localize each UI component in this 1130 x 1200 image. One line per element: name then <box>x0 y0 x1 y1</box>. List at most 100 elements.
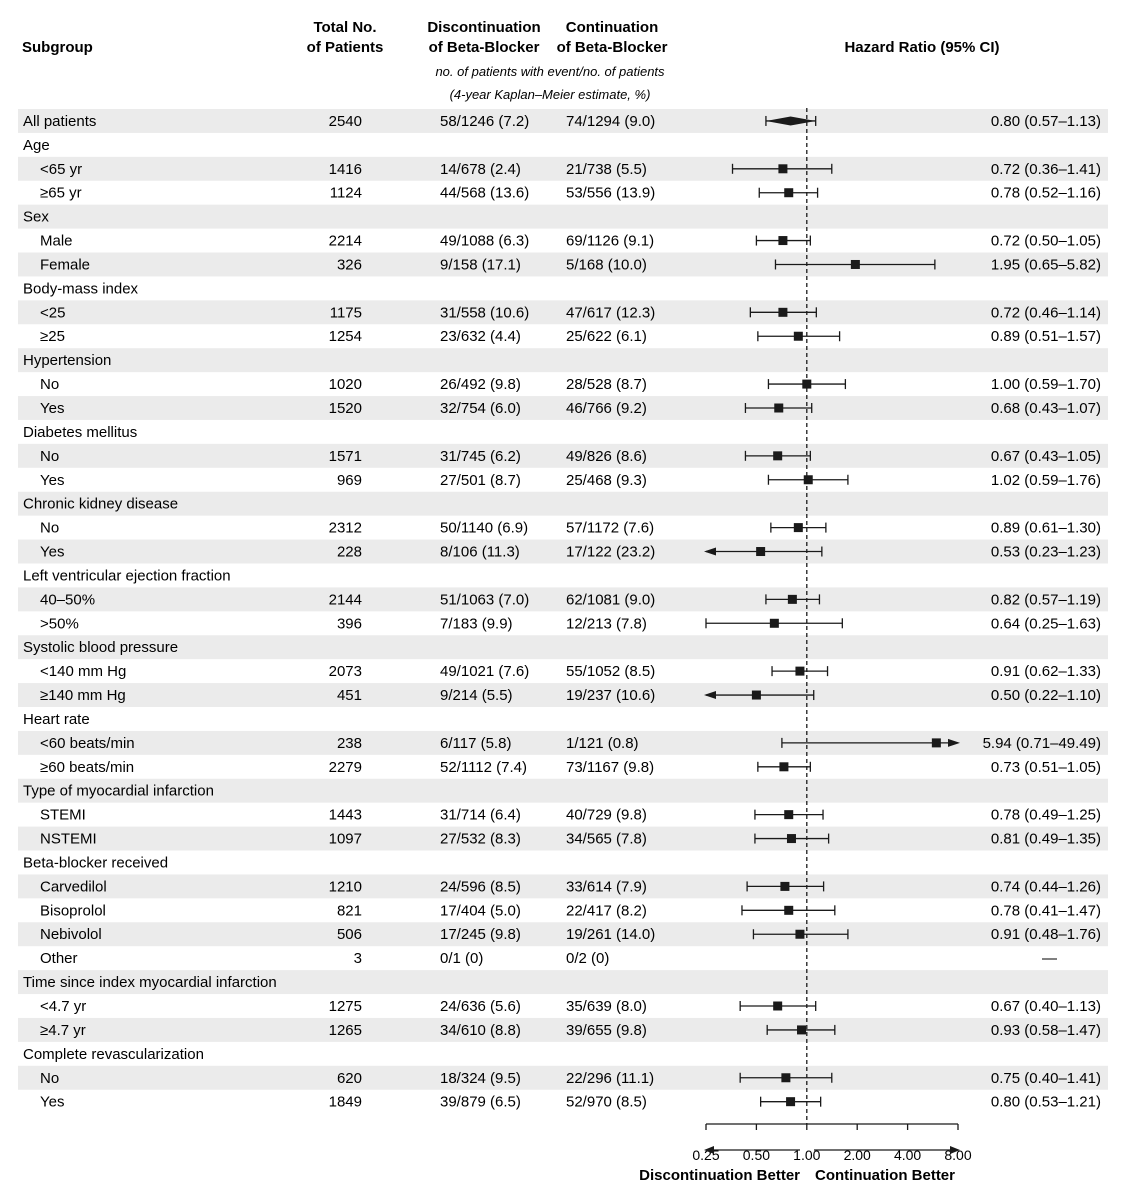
cont-events: 62/1081 (9.0) <box>566 591 655 608</box>
group-label: Beta-blocker received <box>23 854 168 871</box>
row-stripe <box>18 252 1108 277</box>
row-stripe <box>18 443 1108 468</box>
hr-value: 0.68 (0.43–1.07) <box>991 400 1101 417</box>
total-patients: 3 <box>354 950 362 967</box>
subgroup-label: ≥140 mm Hg <box>40 687 126 704</box>
disc-events: 50/1140 (6.9) <box>440 520 528 537</box>
cont-events: 47/617 (12.3) <box>566 304 655 321</box>
cont-events: 39/655 (9.8) <box>566 1022 647 1039</box>
subgroup-label: 40–50% <box>40 591 95 608</box>
total-patients: 1254 <box>329 328 362 345</box>
hr-value: 0.72 (0.36–1.41) <box>991 161 1101 178</box>
group-label: Hypertension <box>23 352 111 369</box>
disc-events: 26/492 (9.8) <box>440 376 521 393</box>
point-estimate <box>850 259 860 269</box>
total-patients: 1443 <box>329 807 362 824</box>
row-stripes <box>18 109 1108 1090</box>
total-patients: 1175 <box>330 304 362 321</box>
row-stripe <box>18 300 1108 325</box>
group-label: Complete revascularization <box>23 1046 204 1063</box>
right-arrow-head <box>950 1146 960 1154</box>
disc-events: 34/610 (8.8) <box>440 1022 521 1039</box>
point-estimate <box>778 164 788 174</box>
point-estimate <box>803 475 813 485</box>
hr-value: 0.81 (0.49–1.35) <box>991 831 1101 848</box>
subgroup-label: Male <box>40 233 73 250</box>
total-patients: 506 <box>337 926 362 943</box>
total-header-line2: of Patients <box>307 39 384 56</box>
point-estimate <box>802 379 812 389</box>
row-stripe <box>18 683 1108 707</box>
x-axis: 0.25 0.50 1.00 2.00 4.00 8.00Discontinuation … <box>639 1123 972 1184</box>
subgroup-label: STEMI <box>40 807 86 824</box>
hr-value: 0.80 (0.53–1.21) <box>991 1094 1101 1111</box>
point-estimate <box>756 547 766 557</box>
subgroup-labels: All patients 2540 58/1246 (7.2) 74/1294 (9.… <box>23 113 1101 1111</box>
disc-events: 7/183 (9.9) <box>440 615 513 632</box>
row-stripe <box>18 1017 1108 1042</box>
tick-label: 2.00 <box>844 1147 871 1163</box>
cont-events: 53/556 (13.9) <box>566 185 655 202</box>
hr-value: 0.72 (0.50–1.05) <box>991 233 1101 250</box>
hr-value: 5.94 (0.71–49.49) <box>983 735 1101 752</box>
hr-value: 1.02 (0.59–1.76) <box>991 472 1101 489</box>
ci-arrow-right <box>948 738 960 747</box>
subgroup-label: ≥25 <box>40 328 65 345</box>
cont-events: 46/766 (9.2) <box>566 400 647 417</box>
row-stripe <box>18 109 1108 133</box>
subgroup-label: <25 <box>40 304 65 321</box>
ci-arrow-left <box>704 547 716 556</box>
disc-events: 18/324 (9.5) <box>440 1070 521 1087</box>
total-patients: 821 <box>337 902 362 919</box>
hr-value: 0.91 (0.48–1.76) <box>991 926 1101 943</box>
subgroup-label: <4.7 yr <box>40 998 86 1015</box>
total-patients: 1097 <box>329 831 362 848</box>
cont-events: 19/237 (10.6) <box>566 687 655 704</box>
total-patients: 1124 <box>330 185 362 202</box>
hr-value: 0.67 (0.43–1.05) <box>991 448 1101 465</box>
row-stripe <box>18 204 1108 229</box>
disc-events: 27/532 (8.3) <box>440 831 521 848</box>
group-label: Diabetes mellitus <box>23 424 137 441</box>
hr-value: 0.53 (0.23–1.23) <box>991 544 1101 561</box>
tick-label: 1.00 <box>793 1147 820 1163</box>
disc-events: 52/1112 (7.4) <box>440 759 527 776</box>
hr-value: 0.78 (0.49–1.25) <box>991 807 1101 824</box>
event-note-line2: (4-year Kaplan–Meier estimate, %) <box>450 87 651 102</box>
subgroup-header: Subgroup <box>22 39 93 56</box>
row-stripe <box>18 491 1108 516</box>
point-estimate <box>773 1001 783 1011</box>
hr-value: 1.00 (0.59–1.70) <box>991 376 1101 393</box>
hr-header: Hazard Ratio (95% CI) <box>844 39 999 56</box>
left-axis-label: Discontinuation Better <box>639 1167 800 1184</box>
disc-events: 0/1 (0) <box>440 950 483 967</box>
point-estimate <box>781 1073 791 1083</box>
hr-value: 0.78 (0.41–1.47) <box>991 902 1101 919</box>
tick-label: 4.00 <box>894 1147 921 1163</box>
cont-events: 28/528 (8.7) <box>566 376 647 393</box>
cont-events: 40/729 (9.8) <box>566 807 647 824</box>
hr-value: 0.72 (0.46–1.14) <box>991 304 1101 321</box>
hr-value: 0.78 (0.52–1.16) <box>991 185 1101 202</box>
row-stripe <box>18 396 1108 420</box>
row-stripe <box>18 922 1108 947</box>
disc-events: 8/106 (11.3) <box>440 544 520 561</box>
total-patients: 1210 <box>329 878 362 895</box>
cont-events: 21/738 (5.5) <box>566 161 647 178</box>
point-estimate <box>774 403 784 413</box>
cont-events: 34/565 (7.8) <box>566 831 647 848</box>
subgroup-label: All patients <box>23 113 96 130</box>
row-stripe <box>18 778 1108 803</box>
ci-arrow-left <box>704 691 716 700</box>
subgroup-label: ≥4.7 yr <box>40 1022 86 1039</box>
subgroup-label: No <box>40 448 59 465</box>
group-label: Age <box>23 137 50 154</box>
cont-events: 17/122 (23.2) <box>566 544 655 561</box>
total-patients: 620 <box>337 1070 362 1087</box>
group-label: Heart rate <box>23 711 90 728</box>
subgroup-label: No <box>40 376 59 393</box>
group-label: Systolic blood pressure <box>23 639 178 656</box>
point-estimate <box>778 236 788 246</box>
row-stripe <box>18 970 1108 995</box>
cont-events: 55/1052 (8.5) <box>566 663 655 680</box>
